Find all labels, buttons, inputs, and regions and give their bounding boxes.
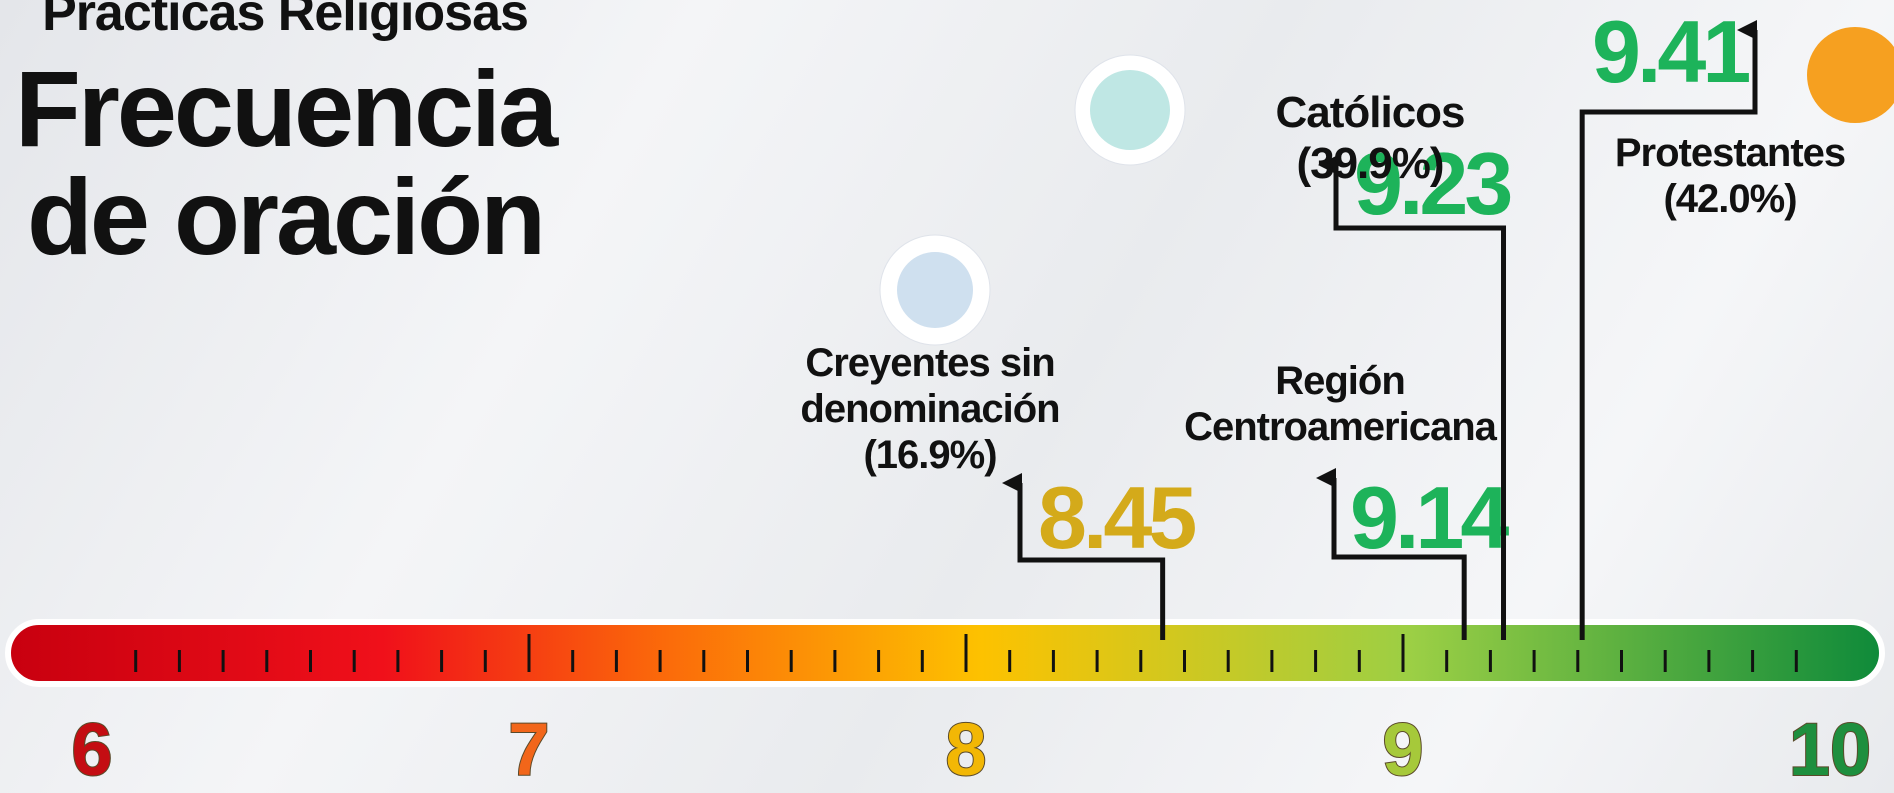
x-tick-label: 7 [508,708,549,791]
category-label: Protestantes (42.0%) [1614,131,1846,221]
x-tick-label: 8 [945,708,986,791]
callout-line [1318,155,1507,640]
value-label: 9.23 [1354,134,1510,233]
icon [897,252,973,328]
x-tick-label: 6 [71,708,112,791]
x-tick-label: 9 [1382,708,1423,791]
value-label: 8.45 [1038,468,1195,567]
x-tick-label: 10 [1789,708,1871,791]
icon [1090,70,1170,150]
callout-line [1579,20,1758,640]
value-label: 9.41 [1592,2,1749,101]
title: Frecuencia de oración [14,48,558,277]
subtitle: Prácticas Religiosas [42,0,529,42]
category-label: Creyentes sin denominación (16.9%) [800,341,1060,477]
icon [1807,27,1894,123]
scale-bar [5,619,1885,687]
callout-line [1002,473,1166,640]
category-label: Católicos (39.9%) [1275,88,1465,188]
value-label: 9.14 [1350,468,1509,567]
category-label: Región Centroamericana [1184,359,1497,449]
callout-line [1316,468,1467,640]
